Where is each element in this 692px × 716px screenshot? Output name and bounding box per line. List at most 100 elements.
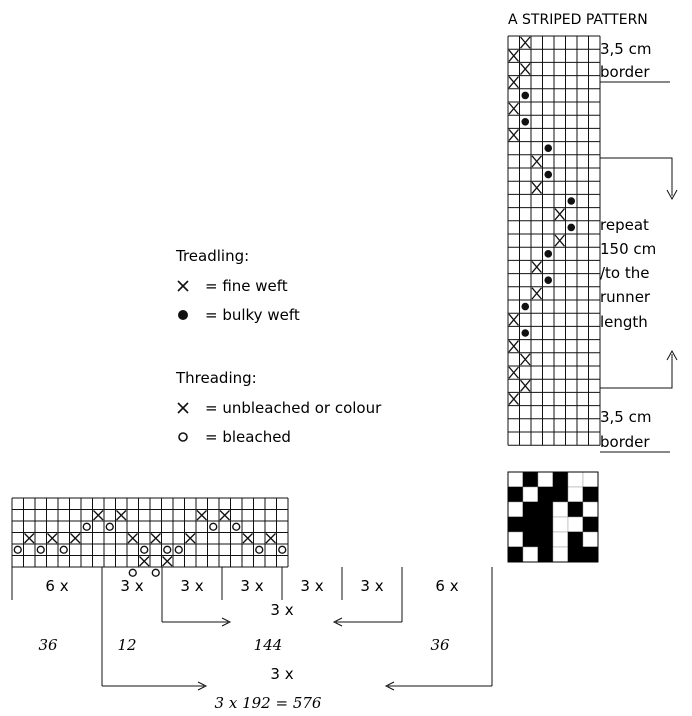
repeat-line5: length	[600, 313, 648, 331]
threading-circle-mark	[163, 545, 172, 554]
drawdown-cell	[582, 471, 599, 488]
treadling-cross-mark	[508, 392, 519, 406]
cross-icon	[177, 280, 189, 292]
threading-cross-mark	[265, 533, 276, 544]
treadling-cross-mark	[508, 49, 519, 62]
drawdown-cell	[552, 471, 569, 488]
treadling-dot-mark	[544, 144, 553, 152]
number-middle: 144	[254, 636, 283, 654]
threading-legend: Threading: = unbleached or colour = blea…	[175, 369, 382, 446]
count-section-4: 3 x	[240, 577, 263, 595]
bleached-label: = bleached	[205, 428, 291, 446]
drawdown-cell	[507, 471, 524, 488]
treadling-dot-mark	[521, 91, 530, 100]
repeat-line1: repeat	[600, 216, 649, 234]
outer-repeat-bracket: 3 x	[102, 665, 492, 691]
drawdown-cell	[567, 546, 584, 563]
drawdown-cell	[582, 531, 599, 548]
treadling-grid	[507, 35, 601, 446]
treadling-heading: Treadling:	[175, 247, 249, 265]
drawdown-cell	[567, 471, 584, 488]
drawdown-cell	[567, 516, 584, 533]
treadling-cross-mark	[531, 287, 542, 300]
threading-cross-mark	[47, 533, 58, 544]
drawdown-border	[507, 471, 599, 563]
threading-cross-mark	[127, 533, 138, 544]
drawdown-cell	[537, 486, 554, 503]
treadling-cross-mark	[508, 313, 519, 326]
threading-cross-mark	[139, 556, 150, 567]
treadling-cross-mark	[520, 62, 531, 76]
treadling-dot-mark	[544, 250, 553, 258]
drawdown-cell	[537, 516, 554, 533]
outer-repeat-label: 3 x	[270, 665, 293, 683]
threading-circle-mark	[36, 545, 45, 554]
repeat-line4: runner	[600, 288, 651, 306]
threading-heading: Threading:	[175, 369, 257, 387]
treadling-dot-mark	[567, 197, 576, 205]
repeat-line3: /to the	[600, 264, 650, 282]
drawdown-cell	[537, 546, 554, 563]
threading-grid	[11, 497, 289, 577]
drawdown-cell	[552, 531, 569, 548]
bottom-border-line1: 3,5 cm	[600, 408, 651, 426]
threading-circle-mark	[105, 522, 114, 531]
treadling-cross-mark	[520, 379, 531, 392]
total-formula: 3 x 192 = 576	[215, 694, 322, 712]
threading-circle-mark	[174, 545, 183, 554]
unbleached-label: = unbleached or colour	[205, 399, 382, 417]
treadling-dot-mark	[521, 118, 530, 126]
threading-cross-mark	[93, 510, 104, 521]
count-section-2: 3 x	[120, 577, 143, 595]
drawdown-cell	[537, 471, 554, 488]
treadling-cross-mark	[531, 260, 542, 274]
threading-cross-mark	[70, 533, 81, 544]
treadling-cross-mark	[508, 340, 519, 353]
drawdown-cell	[582, 516, 599, 533]
treadling-cross-mark	[554, 208, 565, 221]
drawdown-cell	[522, 486, 539, 503]
threading-circle-mark	[232, 522, 241, 531]
drawdown-cell	[552, 486, 569, 503]
threading-cross-mark	[150, 533, 161, 544]
threading-sections	[11, 567, 493, 686]
threading-cross-mark	[185, 533, 196, 544]
count-section-6: 3 x	[360, 577, 383, 595]
drawdown-cell	[567, 501, 584, 518]
drawdown-cell	[582, 486, 599, 503]
thread-numbers: 36 12 144 36	[38, 636, 450, 654]
drawdown-cell	[522, 501, 539, 518]
drawdown-cell	[552, 516, 569, 533]
treadling-cross-mark	[520, 36, 531, 49]
drawdown-cell	[552, 501, 569, 518]
drawdown-cell	[522, 471, 539, 488]
top-border-line2: border	[600, 63, 650, 81]
filled-dot-icon	[178, 310, 188, 320]
count-section-1: 6 x	[45, 577, 68, 595]
count-section-3: 3 x	[180, 577, 203, 595]
drawdown-cell	[582, 501, 599, 518]
treadling-cross-mark	[520, 353, 531, 366]
repeat-arrow-top	[600, 157, 673, 196]
repeat-arrow-bottom-head	[666, 349, 678, 361]
cross-icon	[177, 402, 189, 414]
threading-counts: 6 x 3 x 3 x 3 x 3 x 3 x 6 x	[45, 577, 458, 595]
drawdown-cell	[552, 546, 569, 563]
threading-cross-mark	[162, 556, 173, 567]
drawdown-cell	[582, 546, 599, 563]
drawdown-cell	[537, 501, 554, 518]
threading-circle-mark	[140, 545, 149, 554]
treadling-dot-mark	[544, 170, 553, 179]
threading-cross-mark	[196, 510, 207, 521]
threading-circle-mark	[151, 568, 160, 577]
threading-circle-mark	[59, 545, 68, 554]
drawdown-cell	[567, 486, 584, 503]
number-left: 36	[38, 636, 58, 654]
treadling-cross-mark	[508, 128, 519, 142]
treadling-dot-mark	[521, 329, 530, 337]
treadling-cross-mark	[531, 155, 542, 168]
drawdown-cell	[507, 531, 524, 548]
inner-repeat-label: 3 x	[270, 601, 293, 619]
right-notes: 3,5 cm border repeat 150 cm /to the runn…	[600, 40, 678, 453]
